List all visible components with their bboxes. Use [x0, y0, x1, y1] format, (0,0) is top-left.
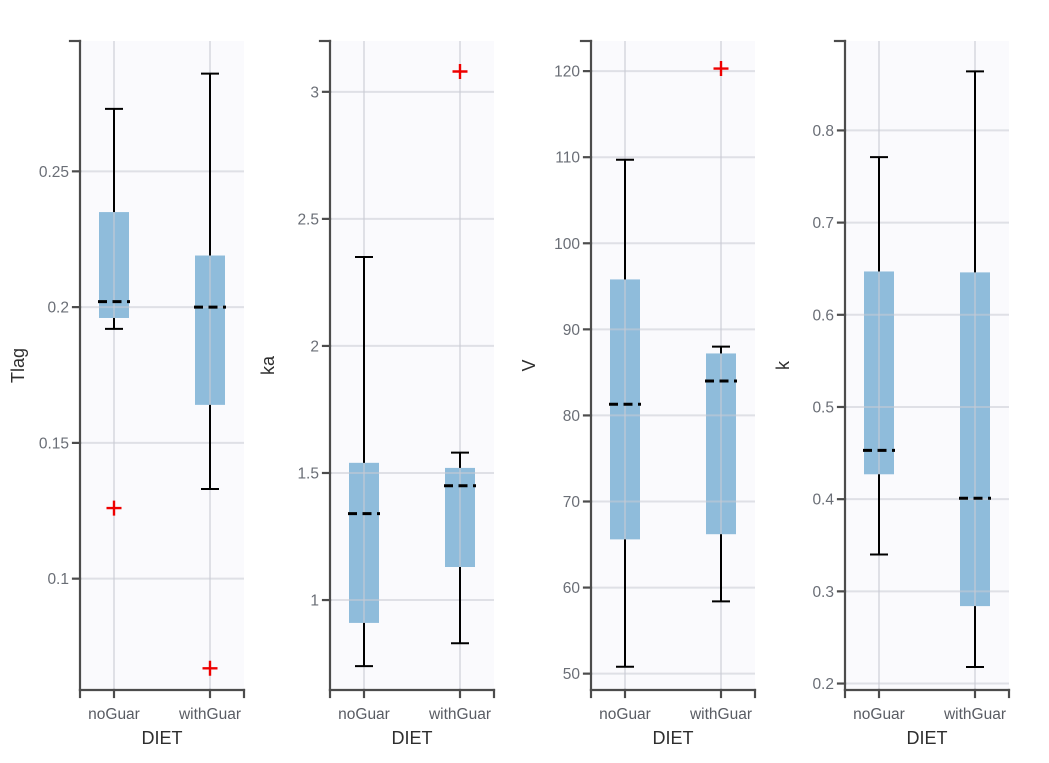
y-tick-label: 70 — [563, 494, 581, 511]
y-tick-label: 3 — [310, 84, 319, 101]
outlier-marker — [202, 660, 218, 676]
y-tick-label: 80 — [563, 408, 581, 425]
panel-v: 50 60 70 80 90 100 110 120 noGuar withGuar V DIET — [519, 39, 757, 748]
y-tick-label: 2 — [310, 338, 319, 355]
y-tick-label: 0.2 — [47, 300, 69, 317]
x-tick-label-withGuar: withGuar — [178, 706, 241, 723]
x-tick-label-withGuar: withGuar — [428, 706, 491, 723]
y-tick-label: 0.15 — [39, 435, 69, 452]
x-axis-title: DIET — [906, 728, 947, 748]
y-tick-label: 0.25 — [39, 164, 69, 181]
outlier-marker — [713, 61, 729, 77]
panel-k: 0.2 0.3 0.4 0.5 0.6 0.7 0.8 noGuar withGuar k DIET — [773, 39, 1011, 748]
y-tick-label: 2.5 — [297, 211, 319, 228]
y-tick-label: 50 — [563, 666, 581, 683]
y-tick-label: 1.5 — [297, 465, 319, 482]
y-tick-label: 110 — [555, 150, 580, 167]
y-tick-label: 0.8 — [812, 123, 834, 140]
outlier-marker — [106, 500, 122, 516]
y-tick-label: 0.4 — [812, 492, 834, 509]
y-tick-label: 0.6 — [812, 307, 834, 324]
y-axis-title: k — [773, 360, 793, 370]
panel-tlag: 0.1 0.15 0.2 0.25 noGuar withGuar Tlag DIET — [8, 39, 246, 748]
x-axis-title: DIET — [652, 728, 693, 748]
y-tick-label: 60 — [563, 580, 581, 597]
y-tick-label: 0.5 — [812, 399, 834, 416]
outlier-marker — [452, 63, 468, 79]
y-axis-title: ka — [258, 355, 278, 375]
x-tick-label-withGuar: withGuar — [943, 706, 1006, 723]
x-axis-title: DIET — [391, 728, 432, 748]
y-axis-title: Tlag — [8, 348, 28, 383]
y-axis-title: V — [519, 359, 539, 371]
x-tick-label-noGuar: noGuar — [88, 706, 140, 723]
x-tick-label-withGuar: withGuar — [689, 706, 752, 723]
y-tick-label: 0.2 — [812, 676, 834, 693]
y-tick-label: 90 — [563, 322, 581, 339]
y-tick-label: 0.1 — [47, 571, 69, 588]
y-tick-label: 100 — [554, 236, 580, 253]
x-tick-label-noGuar: noGuar — [338, 706, 390, 723]
y-tick-label: 1 — [310, 593, 319, 610]
y-tick-label: 120 — [554, 64, 580, 81]
x-tick-label-noGuar: noGuar — [853, 706, 905, 723]
y-tick-label: 0.3 — [812, 584, 834, 601]
x-axis-title: DIET — [141, 728, 182, 748]
y-tick-label: 0.7 — [812, 215, 834, 232]
x-tick-label-noGuar: noGuar — [599, 706, 651, 723]
panel-ka: 1 1.5 2 2.5 3 noGuar withGuar ka DIET — [258, 39, 496, 748]
